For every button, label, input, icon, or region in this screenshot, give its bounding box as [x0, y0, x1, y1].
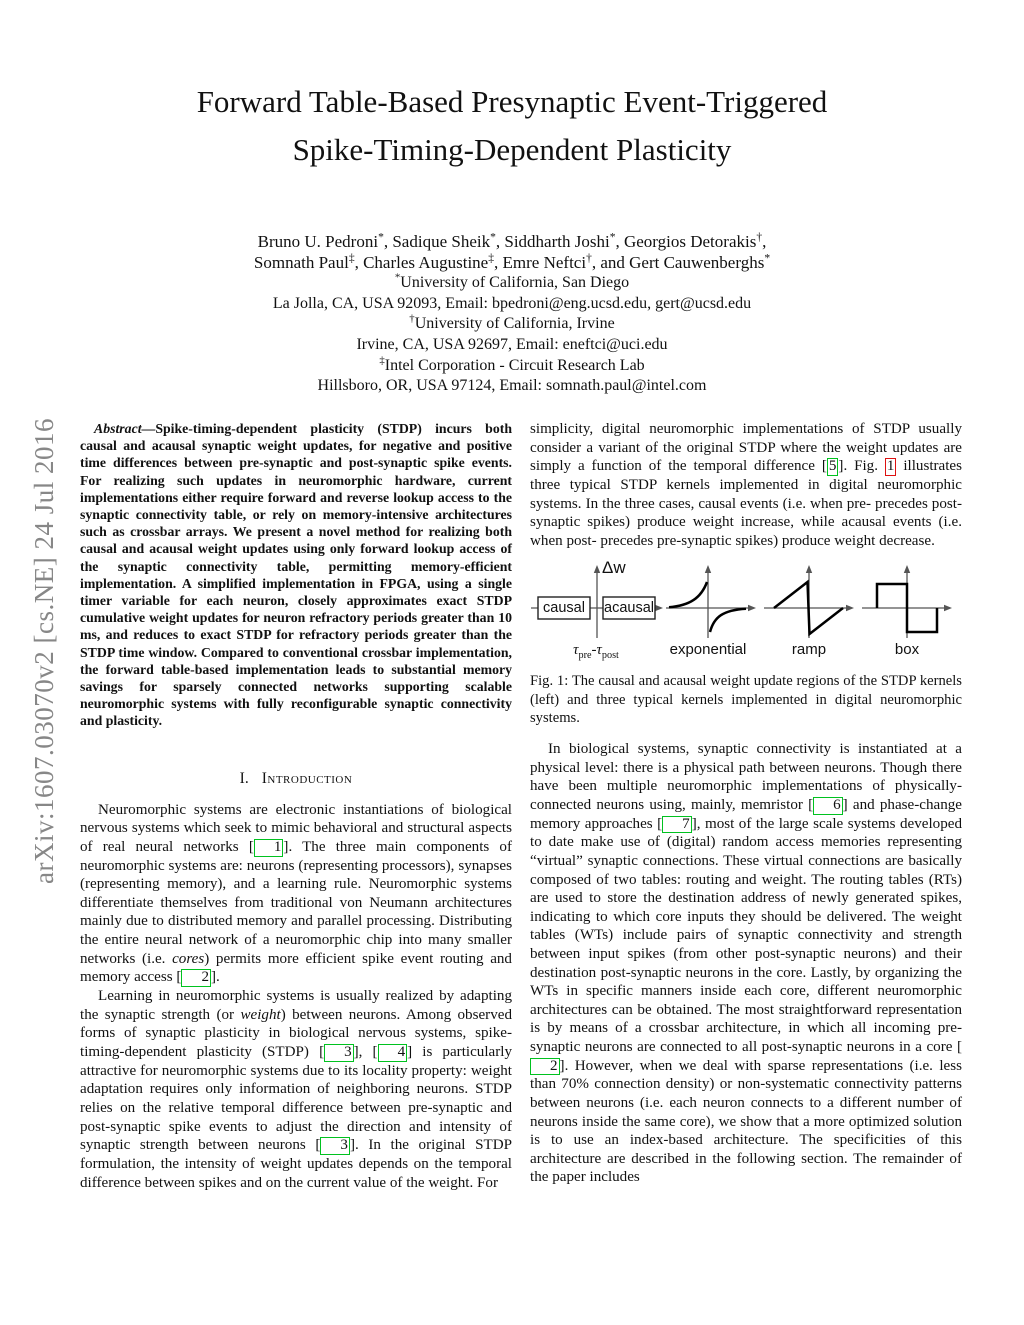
section-title: Introduction	[261, 769, 353, 787]
tau-axis-label: τpre-τpost	[573, 642, 619, 662]
exponential-acausal-curve	[708, 607, 747, 633]
paper-title-line1: Forward Table-Based Presynaptic Event-Tr…	[196, 84, 828, 119]
paragraph: In biological systems, synaptic connecti…	[530, 741, 962, 1186]
paper-title: Forward Table-Based Presynaptic Event-Tr…	[62, 78, 962, 174]
arxiv-watermark: arXiv:1607.03070v2 [cs.NE] 24 Jul 2016	[29, 418, 59, 884]
box-kernel-label: box	[894, 641, 920, 659]
citation-link[interactable]: 7	[662, 815, 692, 834]
ramp-curve	[773, 579, 844, 637]
box-axes-arrows	[903, 565, 952, 612]
acausal-region-box	[602, 596, 656, 621]
superscript-marker: *	[394, 271, 401, 284]
stdp-kernels-figure: Δw causal acausal τpre-τpost exponential…	[530, 558, 962, 666]
exponential-kernel-label: exponential	[669, 641, 747, 659]
authors-block: Bruno U. Pedroni*, Sadique Sheik*, Siddh…	[112, 230, 912, 397]
superscript-marker: †	[756, 230, 763, 244]
figure-ref-link[interactable]: 1	[884, 458, 897, 477]
citation-link[interactable]: 3	[320, 1137, 350, 1155]
affiliation-line: Irvine, CA, USA 92697, Email: eneftci@uc…	[356, 335, 668, 353]
paragraph: Neuromorphic systems are electronic inst…	[80, 801, 512, 988]
kernel-axes-arrows	[593, 565, 663, 612]
author-line: Bruno U. Pedroni*, Sadique Sheik*, Siddh…	[257, 230, 767, 251]
affiliation-line: ‡Intel Corporation - Circuit Research La…	[379, 354, 645, 374]
superscript-marker: †	[409, 313, 415, 326]
box-curve	[875, 583, 939, 634]
acausal-label: acausal	[604, 600, 654, 617]
superscript-marker: *	[609, 230, 616, 244]
superscript-marker: *	[490, 230, 496, 244]
figure-caption: Fig. 1: The causal and acausal weight up…	[530, 673, 962, 726]
ramp-axes-arrows	[805, 565, 854, 612]
paragraph: simplicity, digital neuromorphic impleme…	[530, 421, 963, 549]
causal-label: causal	[543, 600, 585, 617]
paper-title-line2: Spike-Timing-Dependent Plasticity	[292, 132, 732, 167]
affiliation-line: †University of California, Irvine	[409, 313, 615, 333]
emphasized-text: τ	[596, 642, 602, 659]
left-column: Abstract—Spike-timing-dependent plastici…	[80, 420, 512, 1192]
citation-link[interactable]: 1	[253, 838, 284, 857]
superscript-marker: ‡	[488, 250, 495, 264]
affiliation-line: *University of California, San Diego	[394, 271, 630, 292]
emphasized-text: weight	[240, 1006, 281, 1023]
delta-w-axis-label: Δw	[602, 558, 626, 578]
affiliation-line: La Jolla, CA, USA 92093, Email: bpedroni…	[272, 294, 752, 312]
subscript-text: post	[601, 650, 619, 662]
citation-link[interactable]: 4	[377, 1043, 408, 1062]
citation-link[interactable]: 5	[826, 458, 839, 477]
emphasized-text: τ	[573, 642, 579, 659]
affiliation-line: Hillsboro, OR, USA 97124, Email: somnath…	[317, 377, 707, 395]
exponential-axes	[666, 571, 750, 639]
citation-link[interactable]: 6	[813, 796, 843, 815]
citation-link[interactable]: 2	[181, 969, 211, 988]
superscript-marker: ‡	[379, 354, 385, 367]
right-column: simplicity, digital neuromorphic impleme…	[530, 420, 962, 1187]
superscript-marker: *	[764, 250, 771, 264]
exponential-axes-arrows	[704, 565, 756, 612]
citation-link[interactable]: 3	[324, 1043, 354, 1062]
author-line: Somnath Paul‡, Charles Augustine‡, Emre …	[253, 250, 771, 272]
emphasized-text: cores	[172, 950, 205, 967]
paragraph: Learning in neuromorphic systems is usua…	[80, 988, 512, 1191]
superscript-marker: ‡	[348, 250, 355, 264]
box-axes	[862, 571, 946, 639]
abstract: Abstract—Spike-timing-dependent plastici…	[80, 421, 512, 729]
section-number: I.	[239, 769, 249, 787]
section-heading-introduction: I. Introduction	[80, 769, 512, 788]
causal-region-box	[537, 596, 591, 621]
exponential-causal-curve	[668, 581, 709, 609]
emphasized-text: Abstract	[94, 421, 142, 436]
stdp-kernels-drawing	[531, 565, 952, 639]
superscript-marker: †	[586, 250, 592, 264]
citation-link[interactable]: 2	[530, 1057, 560, 1076]
ramp-kernel-label: ramp	[791, 641, 827, 659]
subscript-text: pre	[578, 650, 592, 662]
superscript-marker: *	[378, 230, 384, 244]
